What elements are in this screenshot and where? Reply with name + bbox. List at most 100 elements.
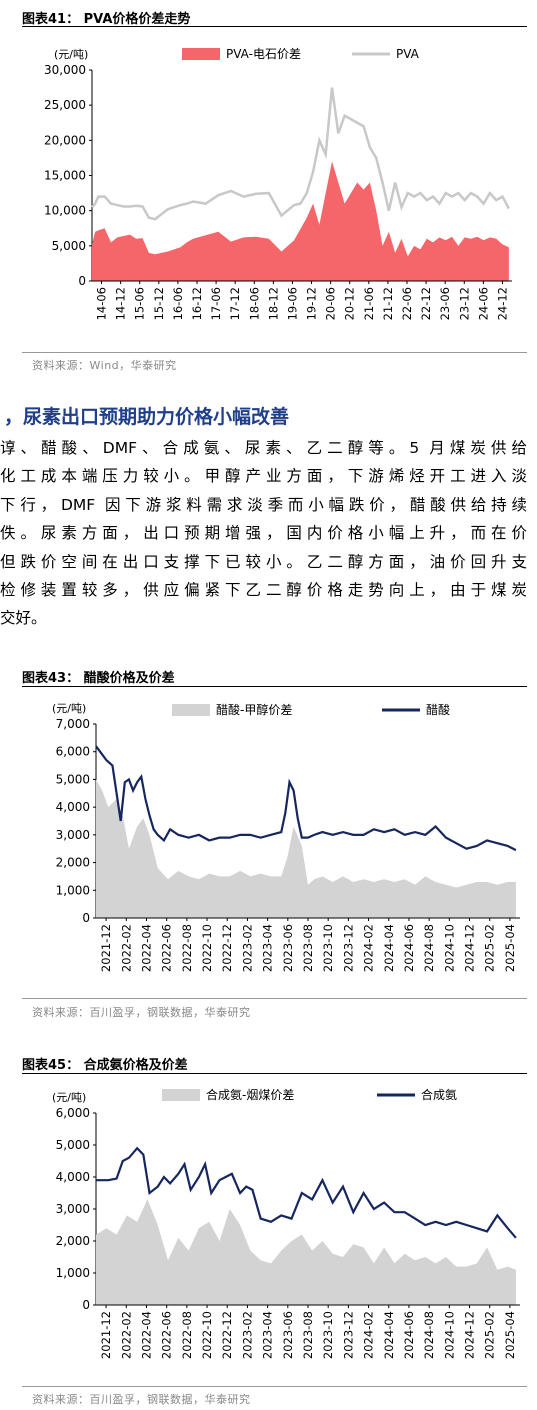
x-tick-label: 2024-02 xyxy=(362,924,376,972)
paragraph-line: 谆、醋酸、DMF、合成氨、尿素、乙二醇等。5 月煤炭供给 xyxy=(0,439,527,457)
x-tick-label: 23-06 xyxy=(438,287,452,320)
acetic-acid-chart: (元/吨) 0 1,000 2,000 3,000 4,000 5,000 6,000 7,00… xyxy=(52,702,520,972)
source-note: 资料来源：Wind，华泰研究 xyxy=(32,359,177,372)
x-tick-label: 15-12 xyxy=(152,287,166,320)
x-tick-label: 2023-06 xyxy=(281,1311,295,1359)
x-tick-label: 2023-12 xyxy=(341,1311,355,1359)
paragraph-line: 化工成本端压力较小。甲醇产业方面，下游烯烃开工进入淡 xyxy=(0,467,527,486)
series-line xyxy=(96,1146,517,1239)
x-tick-label: 16-12 xyxy=(190,287,204,320)
chart-title: 图表41： PVA价格价差走势 xyxy=(22,12,191,27)
x-tick-label: 2024-08 xyxy=(422,924,436,972)
y-tick-label: 6,000 xyxy=(56,745,90,759)
y-tick-label: 1,000 xyxy=(56,1266,90,1280)
x-tick-label: 19-12 xyxy=(305,287,319,320)
x-tick-label: 2022-04 xyxy=(139,1311,153,1359)
x-tick-label: 20-06 xyxy=(324,287,338,320)
x-tick-label: 2024-06 xyxy=(402,924,416,972)
x-tick-label: 2022-04 xyxy=(139,924,153,972)
x-tick-label: 2022-08 xyxy=(180,924,194,972)
legend-label: PVA-电石价差 xyxy=(226,47,301,61)
paragraph-line: 检修装置较多，供应偏紧下乙二醇价格走势向上，由于煤炭 xyxy=(0,581,527,600)
x-tick-label: 2023-02 xyxy=(240,1311,254,1359)
x-tick-label: 2025-02 xyxy=(483,1311,497,1359)
y-tick-label: 0 xyxy=(82,1298,90,1312)
chart-title: 图表43： 醋酸价格及价差 xyxy=(22,671,175,686)
x-tick-label: 17-12 xyxy=(228,287,242,320)
x-tick-label: 21-06 xyxy=(362,287,376,320)
x-tick-label: 2023-06 xyxy=(281,924,295,972)
x-tick-label: 2022-06 xyxy=(160,924,174,972)
pva-chart: (元/吨) 0 5,000 10,000 15,000 20,000 25,000 30,00… xyxy=(44,47,512,320)
legend-swatch-area xyxy=(162,1089,200,1101)
legend-label: PVA xyxy=(396,47,420,61)
x-tick-label: 16-06 xyxy=(171,287,185,320)
x-tick-label: 22-12 xyxy=(419,287,433,320)
y-tick-label: 30,000 xyxy=(44,63,86,77)
x-tick-label: 2024-10 xyxy=(442,924,456,972)
series-area xyxy=(92,161,509,281)
x-tick-label: 2024-02 xyxy=(362,1311,376,1359)
y-tick-label: 0 xyxy=(82,911,90,925)
x-tick-label: 2023-12 xyxy=(341,924,355,972)
x-tick-label: 2024-10 xyxy=(442,1311,456,1359)
y-tick-label: 3,000 xyxy=(56,828,90,842)
y-tick-label: 5,000 xyxy=(56,772,90,786)
title-rule xyxy=(22,26,527,27)
x-tick-label: 2023-08 xyxy=(301,1311,315,1359)
x-tick-label: 2023-08 xyxy=(301,924,315,972)
x-tick-label: 2025-02 xyxy=(483,924,497,972)
x-tick-label: 2023-04 xyxy=(261,1311,275,1359)
series-area xyxy=(96,779,516,918)
x-tick-label: 2022-02 xyxy=(119,1311,133,1359)
x-tick-label: 17-06 xyxy=(209,287,223,320)
y-unit-label: (元/吨) xyxy=(52,702,86,715)
series-area xyxy=(96,1199,516,1305)
x-tick-label: 2022-12 xyxy=(220,1311,234,1359)
legend-swatch-area xyxy=(172,704,210,716)
x-tick-label: 2022-10 xyxy=(200,924,214,972)
title-rule xyxy=(22,1073,527,1074)
x-tick-label: 2022-08 xyxy=(180,1311,194,1359)
x-tick-label: 22-06 xyxy=(400,287,414,320)
legend-label: 醋酸-甲醇价差 xyxy=(216,702,292,717)
series-line xyxy=(91,87,510,221)
x-tick-label: 2024-12 xyxy=(463,924,477,972)
x-tick-label: 2025-04 xyxy=(503,1311,517,1359)
x-tick-label: 23-12 xyxy=(457,287,471,320)
paragraph-line: 但跌价空间在出口支撑下已较小。乙二醇方面，油价回升支 xyxy=(0,552,527,571)
y-tick-label: 6,000 xyxy=(56,1106,90,1120)
x-tick-label: 15-06 xyxy=(133,287,147,320)
paragraph-line: 佚。尿素方面，出口预期增强，国内价格小幅上升，而在价 xyxy=(0,524,527,543)
x-tick-label: 20-12 xyxy=(343,287,357,320)
section-heading: ，尿素出口预期助力价格小幅改善 xyxy=(4,406,290,428)
x-tick-label: 2022-12 xyxy=(220,924,234,972)
x-tick-label: 19-06 xyxy=(285,287,299,320)
source-note: 资料来源：百川盈孚，钢联数据，华泰研究 xyxy=(32,1006,251,1019)
x-tick-label: 21-12 xyxy=(381,287,395,320)
title-rule xyxy=(22,686,527,687)
paragraph-line: 下行，DMF 因下游浆料需求淡季而小幅跌价，醋酸供给持续 xyxy=(0,495,527,514)
y-unit-label: (元/吨) xyxy=(54,48,88,61)
x-tick-label: 2023-10 xyxy=(321,924,335,972)
x-tick-label: 2021-12 xyxy=(99,924,113,972)
chart-title: 图表45： 合成氨价格及价差 xyxy=(22,1058,188,1073)
x-tick-label: 18-06 xyxy=(247,287,261,320)
y-tick-label: 0 xyxy=(78,274,86,288)
x-tick-label: 2024-04 xyxy=(382,1311,396,1359)
x-tick-label: 2025-04 xyxy=(503,924,517,972)
series-line xyxy=(95,745,517,852)
legend-swatch-area xyxy=(182,48,220,60)
y-tick-label: 5,000 xyxy=(52,239,86,253)
source-note: 资料来源：百川盈孚，钢联数据，华泰研究 xyxy=(32,1393,251,1406)
legend-label: 合成氨 xyxy=(421,1087,457,1102)
x-tick-label: 24-06 xyxy=(476,287,490,320)
y-tick-label: 3,000 xyxy=(56,1202,90,1216)
x-tick-label: 18-12 xyxy=(266,287,280,320)
x-tick-label: 14-06 xyxy=(95,287,109,320)
paragraph-line: 交好。 xyxy=(0,609,47,628)
ammonia-chart: (元/吨) 0 1,000 2,000 3,000 4,000 5,000 6,000 2021… xyxy=(52,1087,520,1359)
y-tick-label: 10,000 xyxy=(44,204,86,218)
x-tick-label: 2024-08 xyxy=(422,1311,436,1359)
x-tick-label: 2022-06 xyxy=(160,1311,174,1359)
